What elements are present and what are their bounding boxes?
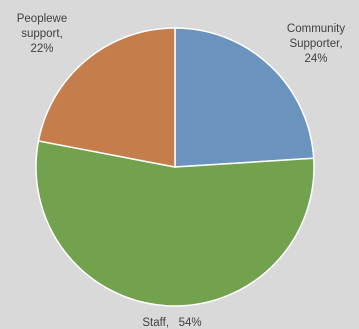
slice-label-line: Staff, 54% [142, 317, 201, 329]
slice-label-staff: Staff, 54% [142, 317, 201, 329]
slice-label-line: Community [287, 23, 345, 35]
slice-label-line: Peoplewe [17, 13, 68, 25]
pie-slice-people-we-support [37, 27, 176, 168]
pie-slices [35, 27, 315, 307]
slice-label-line: Supporter, [289, 38, 342, 50]
slice-label-community-supporter: Community Supporter, 24% [287, 23, 345, 65]
pie-slice-staff [35, 140, 315, 307]
pie-labels: Community Supporter, 24% Staff, 54% Peoplewe… [17, 13, 346, 329]
slice-label-people-we-support: Peoplewe support, 22% [17, 13, 68, 55]
slice-label-line: 22% [30, 43, 53, 55]
slice-label-line: 24% [304, 53, 327, 65]
slice-label-line: support, [21, 28, 63, 40]
pie-slice-community-supporter [174, 27, 315, 168]
